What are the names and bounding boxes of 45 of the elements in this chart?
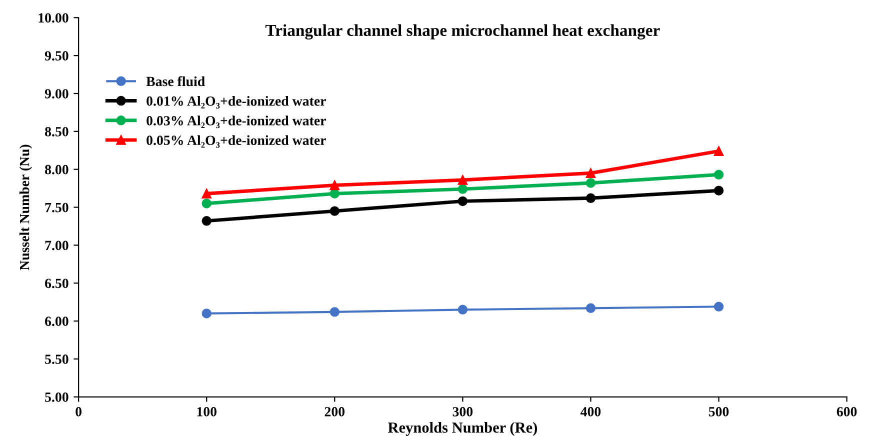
- point: [330, 188, 340, 198]
- x-tick-label: 300: [452, 407, 473, 416]
- point: [586, 193, 596, 204]
- y-tick-label: 5.00: [45, 392, 68, 402]
- point: [586, 303, 596, 314]
- x-tick-label: 600: [836, 407, 857, 416]
- point: [458, 175, 468, 185]
- y-tick-label: 10.00: [38, 13, 68, 23]
- x-axis-title: Reynolds Number (Re): [388, 422, 537, 436]
- legend-label: Base fluid: [146, 76, 205, 86]
- y-tick-label: 7.00: [45, 240, 68, 250]
- chart-title: Triangular channel shape microchannel heat exchanger: [265, 24, 660, 40]
- y-tick-label: 7.50: [45, 202, 68, 212]
- point: [714, 146, 724, 156]
- y-tick-label: 6.00: [45, 316, 68, 326]
- y-tick-label: 8.00: [45, 164, 68, 174]
- point: [714, 302, 724, 312]
- point: [714, 170, 724, 180]
- y-tick-label: 5.50: [45, 354, 68, 364]
- x-tick-label: 500: [708, 407, 729, 416]
- point: [202, 188, 212, 198]
- x-tick-label: 0: [76, 407, 82, 416]
- point: [586, 168, 596, 178]
- legend-label: 0.01% Al₂O₃+de-ionized water: [146, 96, 326, 109]
- point: [714, 186, 724, 196]
- y-axis-title: Nusselt Number (Nu): [19, 144, 32, 270]
- x-tick-label: 100: [197, 407, 216, 416]
- point: [202, 198, 212, 208]
- legend-label: 0.03% Al₂O₃+de-ionized water: [146, 116, 326, 128]
- point: [202, 216, 212, 226]
- point: [330, 206, 340, 216]
- x-tick-label: 400: [580, 407, 601, 416]
- y-tick-label: 9.00: [44, 89, 68, 99]
- legend-label: 0.05% Al₂O₃+de-ionized water: [146, 135, 326, 148]
- y-tick-label: 8.50: [45, 127, 68, 136]
- point: [330, 307, 340, 317]
- point: [586, 178, 596, 188]
- point: [330, 180, 340, 190]
- y-tick-label: 9.50: [44, 51, 68, 61]
- point: [458, 304, 468, 315]
- x-tick-label: 200: [324, 407, 345, 416]
- point: [458, 184, 468, 194]
- point: [202, 308, 212, 318]
- point: [458, 196, 468, 206]
- y-tick-label: 6.50: [45, 278, 68, 288]
